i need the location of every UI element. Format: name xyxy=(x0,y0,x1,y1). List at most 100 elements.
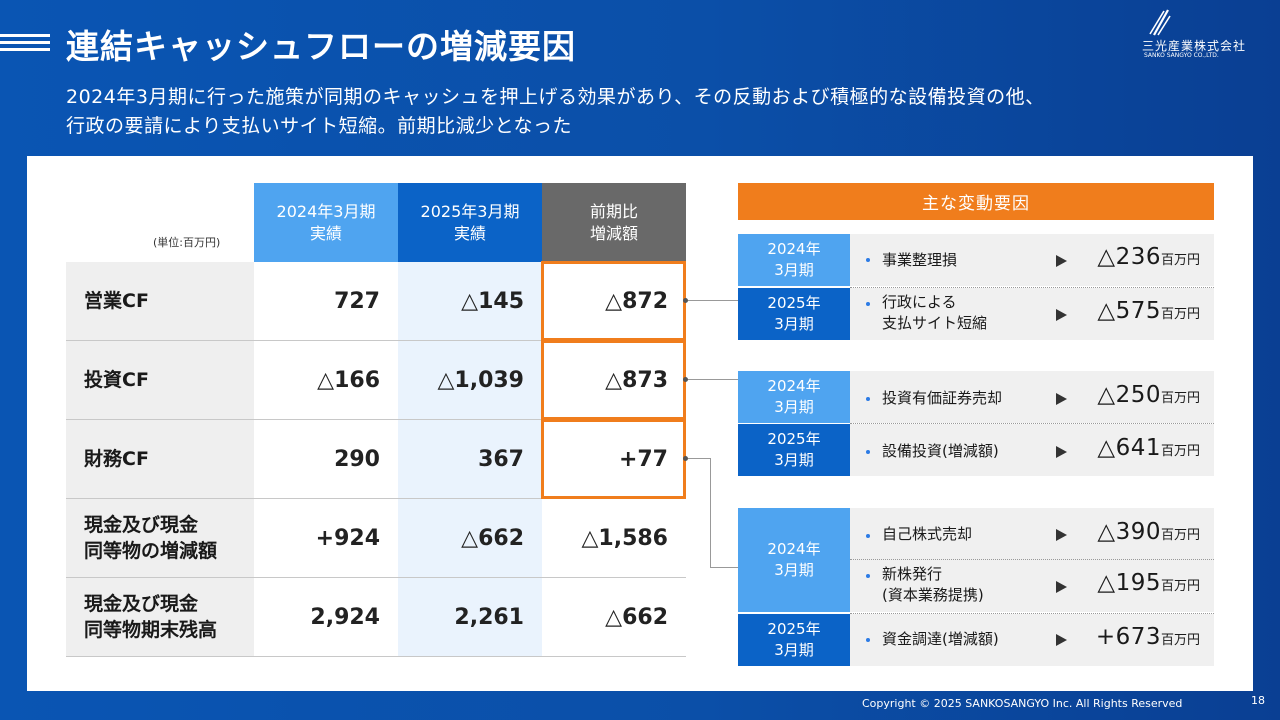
period-line2: 3月期 xyxy=(774,315,814,333)
logo-subname: SANKO SANGYO CO.,LTD. xyxy=(1144,52,1219,59)
cell-change: △873 xyxy=(605,367,668,393)
factor-row: 2025年 3月期 行政による 支払サイト短縮 △575百万円 xyxy=(738,288,1214,340)
factor-text-line1: 自己株式売却 xyxy=(882,525,973,543)
amount-unit: 百万円 xyxy=(1160,528,1200,543)
arrow-right-icon xyxy=(1056,255,1067,267)
period-label: 2024年 3月期 xyxy=(738,371,850,423)
row-divider xyxy=(66,419,686,420)
row-divider xyxy=(850,613,1214,614)
row-label: 現金及び現金 同等物期末残高 xyxy=(66,578,254,656)
amount-value: △195 xyxy=(1097,570,1161,596)
factor-text: 資金調達(増減額) xyxy=(882,629,999,650)
table-row-financing-cf: 財務CF 290 367 +77 xyxy=(66,420,686,499)
factor-text: 投資有価証券売却 xyxy=(882,388,1002,409)
column-header-line2: 増減額 xyxy=(589,223,638,243)
subtitle-line-1: 2024年3月期に行った施策が同期のキャッシュを押上げる効果があり、その反動およ… xyxy=(66,86,1045,108)
factor-row: 2024年 3月期 事業整理損 △236百万円 xyxy=(738,234,1214,286)
factor-row: 2024年 3月期 自己株式売却 △390百万円 新株発行 (資本業務提携) △… xyxy=(738,508,1214,612)
factor-text: 行政による 支払サイト短縮 xyxy=(882,292,987,334)
table-row-cash-balance: 現金及び現金 同等物期末残高 2,924 2,261 △662 xyxy=(66,578,686,657)
amount-value: △641 xyxy=(1097,435,1161,461)
connector-line xyxy=(710,458,711,568)
factor-amount: +673百万円 xyxy=(1096,624,1200,650)
row-label-line2: 同等物期末残高 xyxy=(84,619,218,641)
connector-line xyxy=(710,567,738,568)
highlight-box-investing xyxy=(541,340,686,420)
cell-fy2025: △662 xyxy=(398,499,542,577)
column-header-line2: 実績 xyxy=(309,223,342,243)
row-label-line1: 現金及び現金 xyxy=(84,593,199,615)
period-line1: 2025年 xyxy=(767,430,821,448)
factor-text: 設備投資(増減額) xyxy=(882,441,999,462)
factor-text-line1: 新株発行 xyxy=(882,565,943,583)
amount-unit: 百万円 xyxy=(1160,253,1200,268)
bullet-icon xyxy=(866,574,870,578)
cell-change: △662 xyxy=(605,604,668,630)
period-label: 2024年 3月期 xyxy=(738,508,850,612)
unit-label: (単位:百万円) xyxy=(153,236,221,249)
cell-change: +77 xyxy=(618,446,668,472)
arrow-right-icon xyxy=(1056,393,1067,405)
row-label: 営業CF xyxy=(66,262,254,340)
highlight-box-financing xyxy=(541,419,686,499)
factor-amount: △195百万円 xyxy=(1097,570,1200,596)
row-divider xyxy=(850,559,1214,560)
factor-detail: 行政による 支払サイト短縮 △575百万円 xyxy=(850,288,1214,340)
row-divider xyxy=(66,498,686,499)
logo-mark-icon xyxy=(1149,9,1171,36)
amount-value: △250 xyxy=(1097,382,1161,408)
row-label: 現金及び現金 同等物の増減額 xyxy=(66,499,254,577)
factor-text-line1: 事業整理損 xyxy=(882,251,958,269)
column-header-line1: 前期比 xyxy=(589,201,638,221)
factor-item: 事業整理損 △236百万円 xyxy=(850,234,1214,286)
table-row-investing-cf: 投資CF △166 △1,039 △873 xyxy=(66,341,686,420)
amount-value: △390 xyxy=(1097,519,1161,545)
period-label: 2025年 3月期 xyxy=(738,614,850,666)
factors-header: 主な変動要因 xyxy=(738,183,1214,220)
amount-unit: 百万円 xyxy=(1160,307,1200,322)
factor-amount: △641百万円 xyxy=(1097,435,1200,461)
connector-line xyxy=(688,379,738,380)
row-divider xyxy=(66,577,686,578)
bullet-icon xyxy=(866,397,870,401)
row-label-line1: 財務CF xyxy=(84,448,149,470)
row-divider xyxy=(850,423,1214,424)
period-line1: 2024年 xyxy=(767,377,821,395)
logo-name: 三光産業株式会社 xyxy=(1142,39,1247,53)
cell-fy2025: 367 xyxy=(398,420,542,498)
row-label-line2: 同等物の増減額 xyxy=(84,540,218,562)
factor-detail: 投資有価証券売却 △250百万円 xyxy=(850,371,1214,423)
factor-item: 新株発行 (資本業務提携) △195百万円 xyxy=(850,560,1214,612)
title-decoration-lines xyxy=(0,34,50,54)
column-header-line1: 2024年3月期 xyxy=(276,201,376,221)
arrow-right-icon xyxy=(1056,309,1067,321)
row-label: 財務CF xyxy=(66,420,254,498)
arrow-right-icon xyxy=(1056,446,1067,458)
factor-amount: △250百万円 xyxy=(1097,382,1200,408)
column-header-fy2025: 2025年3月期 実績 xyxy=(398,183,542,262)
factor-detail: 事業整理損 △236百万円 xyxy=(850,234,1214,286)
connector-line xyxy=(688,300,738,301)
factor-text-line1: 投資有価証券売却 xyxy=(882,389,1003,407)
period-line2: 3月期 xyxy=(774,641,814,659)
factor-text: 事業整理損 xyxy=(882,250,957,271)
period-line2: 3月期 xyxy=(774,261,814,279)
cell-fy2024: 2,924 xyxy=(310,604,380,630)
page-subtitle: 2024年3月期に行った施策が同期のキャッシュを押上げる効果があり、その反動およ… xyxy=(66,83,1246,141)
factor-text: 新株発行 (資本業務提携) xyxy=(882,564,984,606)
period-line1: 2025年 xyxy=(767,620,821,638)
cell-fy2024: +924 xyxy=(315,525,380,551)
period-line2: 3月期 xyxy=(774,561,814,579)
period-line2: 3月期 xyxy=(774,398,814,416)
row-label-line1: 営業CF xyxy=(84,290,149,312)
factor-text-line1: 設備投資(増減額) xyxy=(882,442,999,460)
amount-unit: 百万円 xyxy=(1160,579,1200,594)
factor-item: 設備投資(増減額) △641百万円 xyxy=(850,424,1214,476)
bullet-icon xyxy=(866,302,870,306)
cell-change: △1,586 xyxy=(581,525,668,551)
amount-unit: 百万円 xyxy=(1160,633,1200,648)
period-line1: 2024年 xyxy=(767,240,821,258)
arrow-right-icon xyxy=(1056,581,1067,593)
factor-item: 自己株式売却 △390百万円 xyxy=(850,508,1214,560)
arrow-right-icon xyxy=(1056,529,1067,541)
